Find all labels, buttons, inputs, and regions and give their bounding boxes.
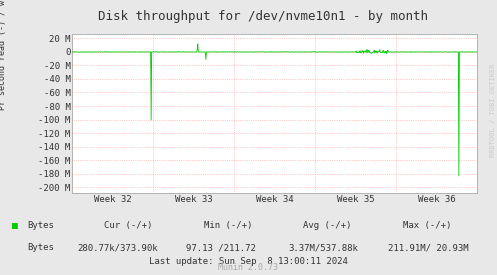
- Text: Cur (-/+): Cur (-/+): [104, 221, 153, 230]
- Text: 280.77k/373.90k: 280.77k/373.90k: [77, 243, 158, 252]
- Text: Bytes: Bytes: [27, 243, 54, 252]
- Text: Last update: Sun Sep  8 13:00:11 2024: Last update: Sun Sep 8 13:00:11 2024: [149, 257, 348, 266]
- Text: Bytes: Bytes: [27, 221, 54, 230]
- Text: Pr second read (-) / write (+): Pr second read (-) / write (+): [0, 0, 7, 110]
- Text: 97.13 /211.72: 97.13 /211.72: [186, 243, 256, 252]
- Text: RRDTOOL / TOBI OETIKER: RRDTOOL / TOBI OETIKER: [490, 63, 496, 157]
- Text: 211.91M/ 20.93M: 211.91M/ 20.93M: [388, 243, 468, 252]
- Text: Munin 2.0.73: Munin 2.0.73: [219, 263, 278, 272]
- Text: Min (-/+): Min (-/+): [204, 221, 252, 230]
- Text: Avg (-/+): Avg (-/+): [303, 221, 351, 230]
- Text: Disk throughput for /dev/nvme10n1 - by month: Disk throughput for /dev/nvme10n1 - by m…: [98, 10, 428, 23]
- Text: 3.37M/537.88k: 3.37M/537.88k: [288, 243, 358, 252]
- Text: Max (-/+): Max (-/+): [403, 221, 451, 230]
- Text: ■: ■: [12, 221, 18, 231]
